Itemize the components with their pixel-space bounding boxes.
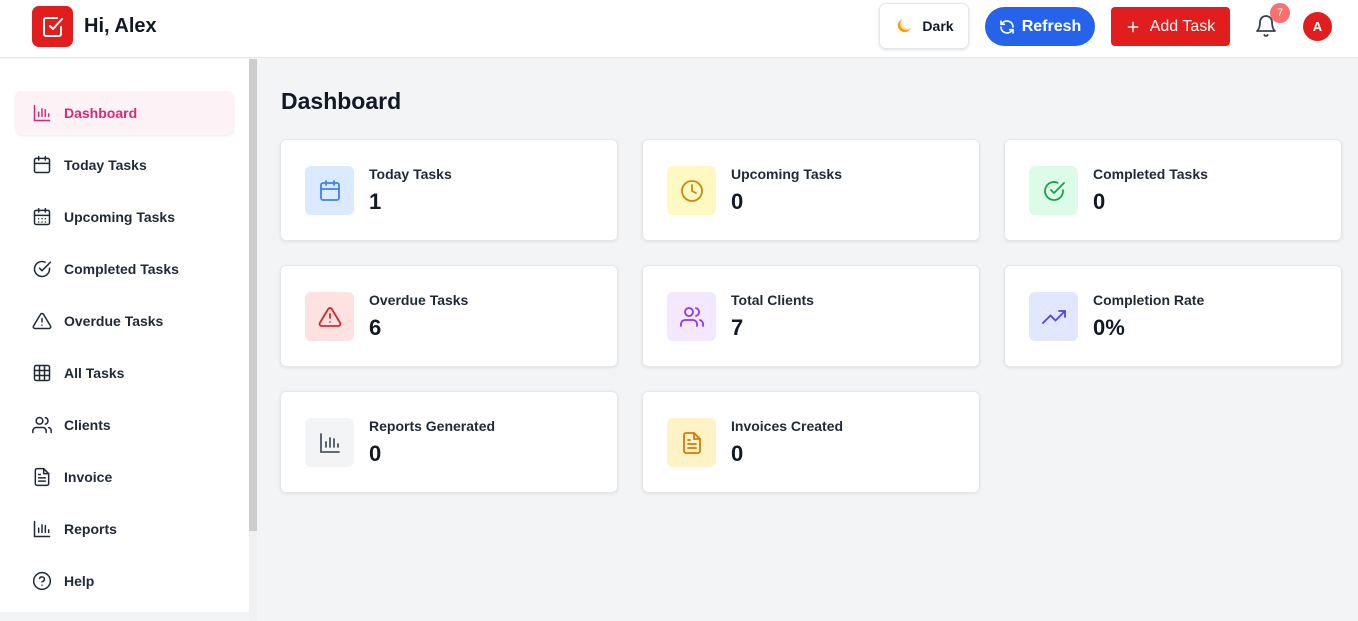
stat-card-completed-tasks[interactable]: Completed Tasks 0 <box>1004 139 1342 241</box>
bell-icon[interactable] <box>1254 14 1278 38</box>
sidebar-item-clients[interactable]: Clients <box>15 403 234 447</box>
card-label: Reports Generated <box>369 418 496 434</box>
stat-card-reports-generated[interactable]: Reports Generated 0 <box>280 391 618 493</box>
refresh-label: Refresh <box>1021 17 1082 35</box>
check-circle-icon <box>1043 180 1065 201</box>
bar-chart-icon <box>33 104 51 122</box>
card-icon-box <box>305 166 354 215</box>
card-label: Invoices Created <box>731 418 844 434</box>
sidebar: Dashboard Today Tasks Upcoming Tasks Com… <box>0 59 249 612</box>
avatar[interactable]: A <box>1303 12 1332 41</box>
checkbox-icon <box>42 16 63 37</box>
sidebar-item-label: Today Tasks <box>64 157 147 173</box>
card-label: Upcoming Tasks <box>731 166 842 182</box>
users-icon <box>679 306 704 327</box>
card-icon-box <box>667 418 716 467</box>
sidebar-item-label: Completed Tasks <box>64 261 179 277</box>
bar-chart-icon <box>33 520 51 538</box>
plus-icon <box>1127 21 1139 32</box>
stat-card-total-clients[interactable]: Total Clients 7 <box>642 265 980 367</box>
sidebar-item-label: Upcoming Tasks <box>64 209 175 225</box>
stat-card-completion-rate[interactable]: Completion Rate 0% <box>1004 265 1342 367</box>
sidebar-item-label: Reports <box>64 521 117 537</box>
grid-icon <box>33 364 51 382</box>
app-logo[interactable] <box>32 6 73 47</box>
sidebar-item-overdue-tasks[interactable]: Overdue Tasks <box>15 299 234 343</box>
file-text-icon <box>34 467 50 487</box>
sidebar-item-help[interactable]: Help <box>15 559 234 603</box>
card-icon-box <box>667 292 716 341</box>
stat-card-invoices-created[interactable]: Invoices Created 0 <box>642 391 980 493</box>
help-circle-icon <box>32 571 52 591</box>
add-task-label: Add Task <box>1149 17 1216 35</box>
bar-chart-icon <box>319 432 340 453</box>
alert-triangle-icon <box>318 306 341 327</box>
card-icon-box <box>305 418 354 467</box>
stat-card-today-tasks[interactable]: Today Tasks 1 <box>280 139 618 241</box>
theme-toggle-button[interactable]: Dark <box>879 3 969 49</box>
calendar-icon <box>33 155 51 174</box>
sidebar-item-label: Help <box>64 573 95 589</box>
sidebar-scrollbar-thumb[interactable] <box>249 59 257 531</box>
card-value: 1 <box>369 189 382 214</box>
sidebar-item-label: Dashboard <box>64 105 138 121</box>
card-value: 6 <box>369 315 382 340</box>
card-value: 0% <box>1093 315 1125 340</box>
refresh-icon <box>999 19 1014 34</box>
add-task-button[interactable]: Add Task <box>1111 7 1230 46</box>
sidebar-item-today-tasks[interactable]: Today Tasks <box>15 143 234 187</box>
card-value: 7 <box>731 315 744 340</box>
sidebar-item-label: Clients <box>64 417 111 433</box>
card-icon-box <box>1029 166 1078 215</box>
calendar-days-icon <box>33 207 51 226</box>
notification-badge: 7 <box>1270 3 1290 23</box>
sidebar-item-invoice[interactable]: Invoice <box>15 455 234 499</box>
sidebar-item-dashboard[interactable]: Dashboard <box>15 91 234 135</box>
card-value: 0 <box>1093 189 1106 214</box>
card-value: 0 <box>369 441 382 466</box>
refresh-button[interactable]: Refresh <box>985 7 1095 46</box>
sidebar-item-completed-tasks[interactable]: Completed Tasks <box>15 247 234 291</box>
card-icon-box <box>305 292 354 341</box>
card-value: 0 <box>731 189 744 214</box>
card-icon-box <box>667 166 716 215</box>
users-icon <box>32 416 52 434</box>
card-label: Today Tasks <box>369 166 452 182</box>
card-label: Completion Rate <box>1093 292 1205 308</box>
sidebar-item-all-tasks[interactable]: All Tasks <box>15 351 234 395</box>
page-title: Dashboard <box>281 88 402 114</box>
check-circle-icon <box>33 260 52 278</box>
sidebar-item-label: Overdue Tasks <box>64 313 164 329</box>
sidebar-item-upcoming-tasks[interactable]: Upcoming Tasks <box>15 195 234 239</box>
sidebar-item-reports[interactable]: Reports <box>15 507 234 551</box>
sidebar-item-label: All Tasks <box>64 365 125 381</box>
card-value: 0 <box>731 441 744 466</box>
card-label: Overdue Tasks <box>369 292 469 308</box>
card-label: Completed Tasks <box>1093 166 1208 182</box>
sidebar-scrollbar[interactable] <box>249 59 257 621</box>
stat-card-upcoming-tasks[interactable]: Upcoming Tasks 0 <box>642 139 980 241</box>
stat-card-overdue-tasks[interactable]: Overdue Tasks 6 <box>280 265 618 367</box>
alert-triangle-icon <box>32 312 52 330</box>
card-icon-box <box>1029 292 1078 341</box>
calendar-icon <box>319 179 340 201</box>
clock-icon <box>680 179 703 202</box>
theme-toggle-label: Dark <box>922 18 954 34</box>
greeting: Hi, Alex <box>84 15 157 37</box>
sidebar-item-label: Invoice <box>64 469 113 485</box>
moon-icon <box>898 19 912 33</box>
top-header: Hi, Alex Dark Refresh Add Task 7 A <box>0 0 1358 58</box>
file-text-icon <box>682 431 701 454</box>
card-label: Total Clients <box>731 292 814 308</box>
trending-up-icon <box>1041 309 1066 324</box>
